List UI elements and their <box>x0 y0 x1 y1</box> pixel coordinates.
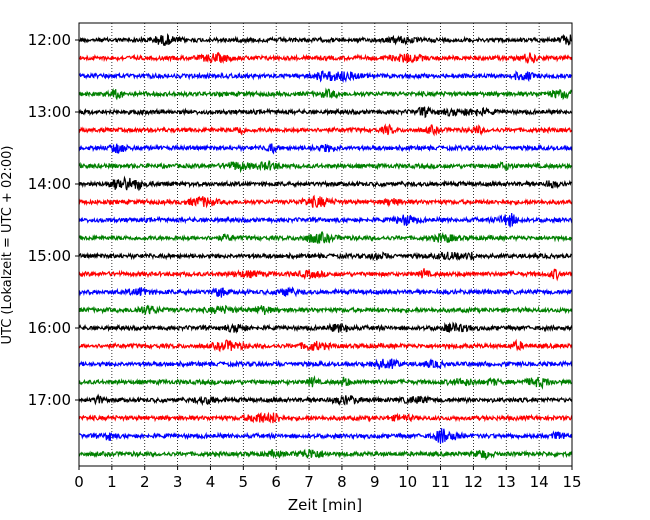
y-tick-label: 14:00 <box>28 175 71 193</box>
trace-line <box>78 251 572 262</box>
x-tick-label: 2 <box>140 473 150 491</box>
trace-line <box>78 393 573 407</box>
x-tick-label: 10 <box>398 473 417 491</box>
grid-lines <box>111 23 540 466</box>
y-tick-label: 16:00 <box>28 319 71 337</box>
x-tick-label: 3 <box>173 473 183 491</box>
trace-line <box>78 143 573 155</box>
x-tick-label: 14 <box>530 473 549 491</box>
x-axis: 0 1 2 3 4 5 6 7 8 9 10 11 12 13 14 15 <box>74 466 582 491</box>
trace-line <box>78 123 573 137</box>
x-tick-label: 15 <box>562 473 581 491</box>
y-tick-label: 15:00 <box>28 247 71 265</box>
trace-line <box>78 268 573 282</box>
trace-line <box>78 338 573 353</box>
x-tick-label: 13 <box>497 473 516 491</box>
plot-frame <box>78 22 573 467</box>
plot-area <box>79 23 572 466</box>
y-tick-label: 13:00 <box>28 103 71 121</box>
trace-line <box>78 231 573 245</box>
trace-line <box>78 321 573 334</box>
trace-line <box>78 51 573 64</box>
trace-line <box>78 160 573 174</box>
y-tick-label: 17:00 <box>28 391 71 409</box>
trace-line <box>78 411 573 424</box>
trace-group <box>78 33 573 461</box>
trace-line <box>78 358 573 370</box>
x-tick-label: 7 <box>304 473 314 491</box>
x-tick-label: 4 <box>206 473 216 491</box>
x-tick-label: 6 <box>271 473 281 491</box>
trace-line <box>78 304 573 315</box>
trace-line <box>78 375 573 390</box>
trace-line <box>78 448 573 461</box>
trace-line <box>78 175 573 192</box>
trace-line <box>78 428 573 444</box>
trace-line <box>79 33 573 46</box>
y-axis-label: UTC (Lokalzeit = UTC + 02:00) <box>0 146 15 345</box>
trace-line <box>78 87 573 101</box>
trace-line <box>78 286 573 298</box>
trace-line <box>78 70 573 84</box>
x-tick-label: 12 <box>464 473 483 491</box>
y-axis: 12:00 13:00 14:00 15:00 16:00 17:00 <box>28 31 79 409</box>
trace-line <box>78 212 573 228</box>
trace-line <box>78 105 573 119</box>
x-tick-label: 11 <box>431 473 450 491</box>
x-tick-label: 8 <box>337 473 347 491</box>
x-tick-label: 9 <box>370 473 380 491</box>
x-tick-label: 1 <box>107 473 117 491</box>
y-tick-label: 12:00 <box>28 31 71 49</box>
x-tick-label: 5 <box>239 473 249 491</box>
x-axis-label: Zeit [min] <box>288 496 362 514</box>
x-tick-label: 0 <box>74 473 84 491</box>
trace-line <box>78 194 573 209</box>
